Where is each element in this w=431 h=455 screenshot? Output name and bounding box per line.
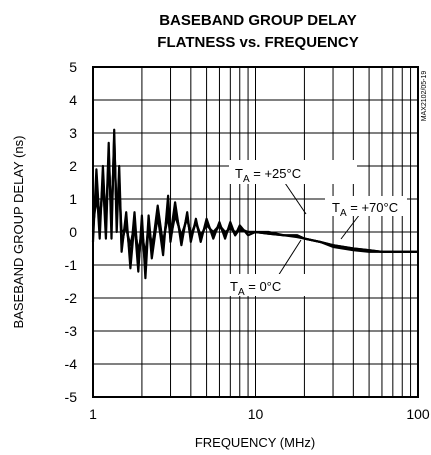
series-group <box>91 128 418 280</box>
x-axis-label: FREQUENCY (MHz) <box>195 435 315 450</box>
series-line-3 <box>91 145 418 257</box>
x-tick-label: 1 <box>89 406 97 422</box>
y-tick-labels: 5 4 3 2 1 0 -1 -2 -3 -4 -5 <box>65 59 78 405</box>
annotation-box-0c <box>224 274 308 296</box>
annotation-70c-text: = +70°C <box>347 200 398 215</box>
y-tick-label: -4 <box>65 356 78 372</box>
annotation-0c-text: = 0°C <box>245 279 282 294</box>
y-tick-label: 4 <box>69 92 77 108</box>
y-tick-label: -1 <box>65 257 78 273</box>
y-tick-label: 1 <box>69 191 77 207</box>
y-tick-label: -2 <box>65 290 78 306</box>
y-tick-label: 2 <box>69 158 77 174</box>
annotation-box-70c <box>325 196 407 216</box>
annotation-25c: TA = +25°C <box>235 166 301 185</box>
annotation-70c: TA = +70°C <box>332 200 398 219</box>
y-tick-label: 5 <box>69 59 77 75</box>
y-tick-label: 3 <box>69 125 77 141</box>
annotation-box-25c <box>229 160 357 184</box>
annotation-leader-0c <box>277 239 302 277</box>
annotation-leader-70c <box>340 213 361 240</box>
y-tick-label: -5 <box>65 389 78 405</box>
figure-code: MAX2102/05-19 <box>421 71 428 122</box>
y-tick-label: -3 <box>65 323 78 339</box>
annotation-70c-sub: A <box>340 208 347 219</box>
annotation-leader-25c <box>284 182 307 215</box>
annotation-25c-sub: A <box>243 174 250 185</box>
annotation-25c-text: = +25°C <box>250 166 301 181</box>
x-tick-labels: 1 10 100 <box>89 406 430 422</box>
chart-title-line2: FLATNESS vs. FREQUENCY <box>157 34 358 51</box>
x-tick-label: 100 <box>406 406 430 422</box>
chart-title-line1: BASEBAND GROUP DELAY <box>159 12 357 29</box>
y-tick-label: 0 <box>69 224 77 240</box>
annotation-0c-sub: A <box>238 287 245 298</box>
x-tick-label: 10 <box>248 406 264 422</box>
y-axis-label: BASEBAND GROUP DELAY (ns) <box>11 136 26 329</box>
